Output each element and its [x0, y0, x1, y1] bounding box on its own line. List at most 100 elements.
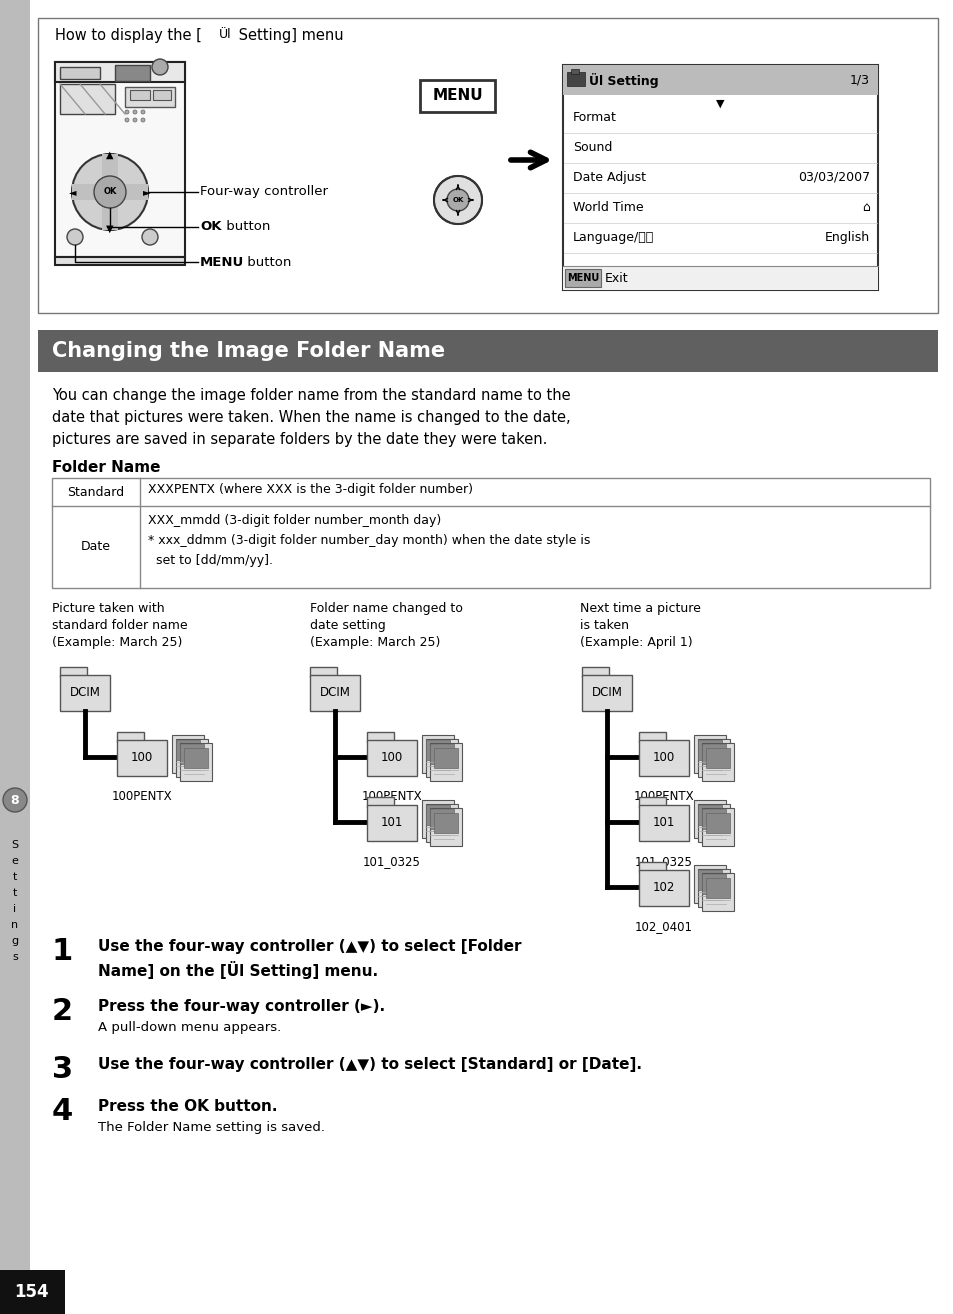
Text: Language/言語: Language/言語 — [573, 231, 654, 244]
Bar — [639, 870, 688, 905]
Text: standard folder name: standard folder name — [52, 619, 188, 632]
Text: 100PENTX: 100PENTX — [633, 790, 694, 803]
Text: Format: Format — [573, 110, 617, 124]
Bar — [175, 738, 208, 777]
Text: Ül Setting: Ül Setting — [588, 72, 658, 88]
Bar — [55, 258, 185, 265]
Text: ▼: ▼ — [106, 223, 113, 234]
Bar — [38, 330, 937, 372]
Text: OK: OK — [452, 197, 463, 202]
Bar — [701, 808, 733, 846]
Text: Standard: Standard — [68, 485, 125, 498]
Circle shape — [152, 59, 168, 75]
Text: is taken: is taken — [579, 619, 628, 632]
Circle shape — [142, 229, 158, 244]
Bar — [184, 748, 208, 767]
Bar — [60, 67, 100, 79]
Bar — [430, 809, 454, 829]
Bar — [125, 87, 174, 106]
Text: 1: 1 — [52, 937, 73, 966]
Bar — [38, 18, 937, 313]
Bar — [426, 804, 457, 842]
Bar — [419, 80, 495, 112]
Bar — [698, 740, 721, 759]
Text: ▼: ▼ — [715, 99, 723, 109]
Text: 03/03/2007: 03/03/2007 — [797, 171, 869, 184]
Text: MENU: MENU — [433, 88, 483, 104]
Text: ▲: ▲ — [106, 150, 113, 160]
Bar — [705, 748, 729, 767]
Text: t: t — [12, 872, 17, 882]
Bar — [52, 478, 929, 587]
Bar — [60, 84, 115, 114]
Text: set to [dd/mm/yy].: set to [dd/mm/yy]. — [148, 555, 273, 568]
Text: OK: OK — [200, 221, 221, 234]
Circle shape — [141, 110, 145, 114]
Text: g: g — [11, 936, 18, 946]
Text: Next time a picture: Next time a picture — [579, 602, 700, 615]
Bar — [426, 740, 450, 759]
Text: DCIM: DCIM — [70, 686, 100, 699]
Bar — [705, 813, 729, 833]
Bar — [180, 744, 204, 763]
Bar — [180, 742, 212, 781]
Bar — [55, 62, 185, 258]
Bar — [430, 808, 461, 846]
Text: Exit: Exit — [604, 272, 628, 285]
Circle shape — [125, 110, 129, 114]
Text: Date Adjust: Date Adjust — [573, 171, 645, 184]
Bar — [172, 735, 204, 773]
Bar — [581, 675, 631, 711]
Text: MENU: MENU — [566, 273, 598, 283]
Bar — [562, 265, 877, 290]
Text: s: s — [12, 953, 18, 962]
Text: date setting: date setting — [310, 619, 385, 632]
Text: date that pictures were taken. When the name is changed to the date,: date that pictures were taken. When the … — [52, 410, 570, 424]
Bar — [698, 869, 729, 907]
Bar — [701, 742, 733, 781]
Bar — [60, 668, 88, 677]
Text: ►: ► — [143, 187, 151, 197]
Text: ◄: ◄ — [70, 187, 76, 197]
Text: Folder name changed to: Folder name changed to — [310, 602, 462, 615]
Bar — [434, 748, 457, 767]
Text: 1/3: 1/3 — [849, 74, 869, 87]
Bar — [0, 1271, 65, 1314]
Text: (Example: April 1): (Example: April 1) — [579, 636, 692, 649]
Text: Use the four-way controller (▲▼) to select [Folder: Use the four-way controller (▲▼) to sele… — [98, 940, 521, 954]
Bar — [639, 732, 666, 742]
Text: 100: 100 — [131, 752, 153, 763]
Text: n: n — [11, 920, 18, 930]
Text: World Time: World Time — [573, 201, 643, 214]
Bar — [55, 62, 185, 81]
Bar — [310, 675, 359, 711]
Circle shape — [141, 118, 145, 122]
Text: pictures are saved in separate folders by the date they were taken.: pictures are saved in separate folders b… — [52, 432, 547, 447]
Bar — [701, 872, 733, 911]
Bar — [421, 800, 454, 838]
Text: 102_0401: 102_0401 — [635, 920, 692, 933]
Bar — [701, 874, 725, 894]
Circle shape — [132, 118, 137, 122]
Text: t: t — [12, 888, 17, 897]
Text: MENU: MENU — [200, 255, 244, 268]
Text: * xxx_ddmm (3-digit folder number_day month) when the date style is: * xxx_ddmm (3-digit folder number_day mo… — [148, 533, 590, 547]
Text: How to display the [: How to display the [ — [55, 28, 202, 43]
Bar — [705, 878, 729, 897]
Bar — [421, 735, 454, 773]
Bar — [571, 70, 578, 74]
Text: Setting] menu: Setting] menu — [233, 28, 343, 43]
Text: Folder Name: Folder Name — [52, 460, 160, 474]
Circle shape — [67, 229, 83, 244]
Text: 2: 2 — [52, 997, 73, 1026]
Text: OK: OK — [103, 188, 116, 197]
Text: e: e — [11, 855, 18, 866]
Bar — [71, 184, 148, 200]
Bar — [117, 740, 167, 777]
Bar — [175, 740, 200, 759]
Bar — [102, 154, 118, 230]
Text: 100PENTX: 100PENTX — [112, 790, 172, 803]
Circle shape — [132, 110, 137, 114]
Bar — [367, 805, 416, 841]
Bar — [430, 744, 454, 763]
